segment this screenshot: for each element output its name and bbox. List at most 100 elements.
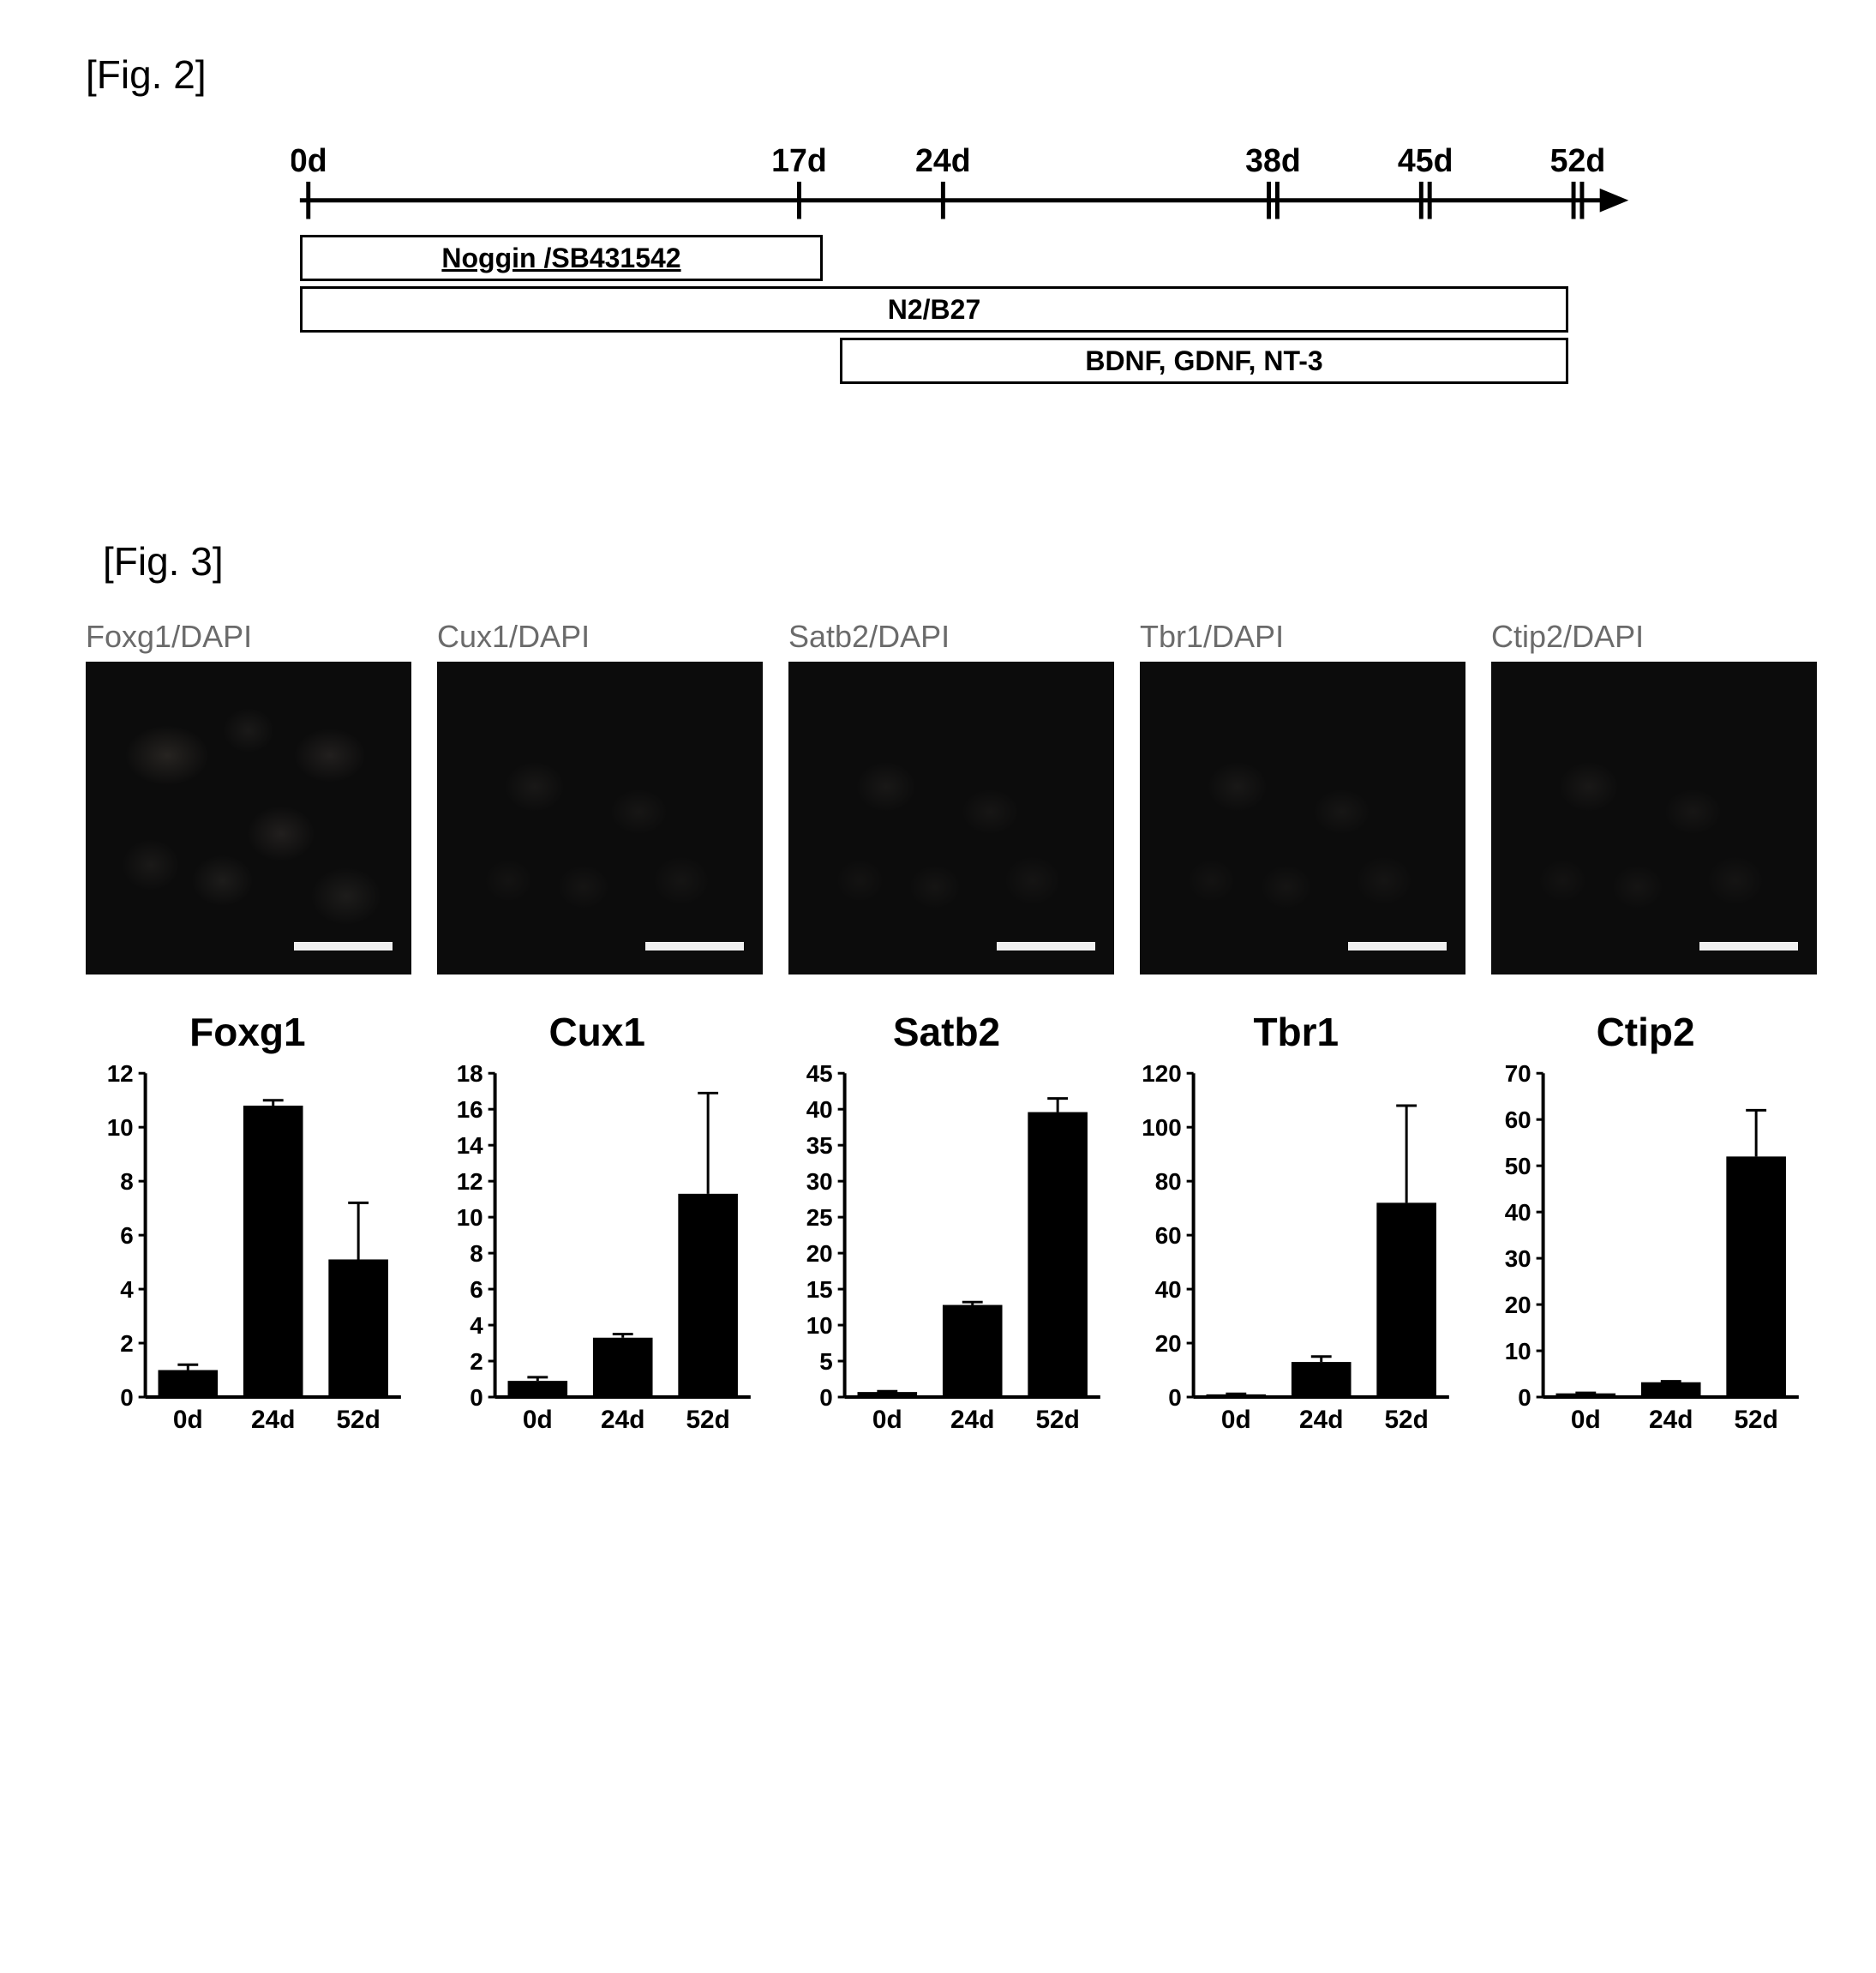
svg-text:38d: 38d xyxy=(1245,142,1301,178)
svg-text:40: 40 xyxy=(1505,1199,1531,1226)
svg-text:16: 16 xyxy=(457,1096,483,1123)
svg-text:5: 5 xyxy=(819,1348,832,1375)
bar xyxy=(678,1194,738,1397)
figure-3: [Fig. 3] Foxg1/DAPI Cux1/DAPI Satb2/DAPI Tb… xyxy=(86,538,1807,1441)
svg-text:30: 30 xyxy=(1505,1245,1531,1272)
svg-text:60: 60 xyxy=(1505,1106,1531,1133)
chart-svg: 0510152025303540450d24d52d xyxy=(785,1064,1109,1441)
svg-text:2: 2 xyxy=(120,1330,133,1357)
svg-text:50: 50 xyxy=(1505,1153,1531,1179)
svg-text:8: 8 xyxy=(470,1240,482,1267)
panel-caption: Cux1/DAPI xyxy=(437,619,763,655)
svg-text:0: 0 xyxy=(1518,1384,1531,1411)
panel-caption: Ctip2/DAPI xyxy=(1491,619,1817,655)
chart: Cux10246810121416180d24d52d xyxy=(435,1009,759,1441)
svg-text:0d: 0d xyxy=(173,1406,203,1434)
svg-text:45: 45 xyxy=(806,1064,832,1087)
svg-text:24d: 24d xyxy=(601,1406,644,1434)
svg-text:12: 12 xyxy=(457,1168,483,1195)
micrograph-panel: Tbr1/DAPI xyxy=(1140,619,1465,975)
micrograph-image xyxy=(86,662,411,975)
bar xyxy=(857,1392,917,1397)
svg-text:52d: 52d xyxy=(1550,142,1606,178)
marker-label: Ctip2 xyxy=(1491,619,1563,654)
figure-3-label: [Fig. 3] xyxy=(103,538,1807,585)
chart-title: Satb2 xyxy=(785,1009,1109,1055)
svg-text:45d: 45d xyxy=(1398,142,1453,178)
svg-text:20: 20 xyxy=(806,1240,832,1267)
timeline-bar-n2b27: N2/B27 xyxy=(300,286,1568,333)
svg-text:18: 18 xyxy=(457,1064,483,1087)
svg-text:30: 30 xyxy=(806,1168,832,1195)
bar xyxy=(1377,1202,1437,1397)
svg-text:10: 10 xyxy=(107,1114,134,1141)
svg-text:20: 20 xyxy=(1155,1330,1182,1357)
chart: Tbr10204060801001200d24d52d xyxy=(1134,1009,1458,1441)
micrograph-image xyxy=(788,662,1114,975)
dapi-label: DAPI xyxy=(518,619,590,654)
bar xyxy=(1028,1112,1088,1397)
svg-text:10: 10 xyxy=(1505,1338,1531,1364)
timeline-bar-bdnf: BDNF, GDNF, NT-3 xyxy=(840,338,1568,384)
scalebar xyxy=(997,942,1095,951)
svg-text:52d: 52d xyxy=(686,1406,729,1434)
timeline: 0d17d24d38d45d52d Noggin /SB431542 N2/B2… xyxy=(291,132,1645,384)
chart-svg: 0246810121416180d24d52d xyxy=(435,1064,759,1441)
svg-text:24d: 24d xyxy=(1299,1406,1343,1434)
svg-text:120: 120 xyxy=(1142,1064,1182,1087)
svg-text:15: 15 xyxy=(806,1276,832,1303)
micrograph-image xyxy=(1491,662,1817,975)
chart-svg: 0246810120d24d52d xyxy=(86,1064,410,1441)
timeline-axis: 0d17d24d38d45d52d xyxy=(291,132,1645,235)
dapi-label: DAPI xyxy=(180,619,252,654)
micrograph-image xyxy=(437,662,763,975)
micrograph-panel: Satb2/DAPI xyxy=(788,619,1114,975)
svg-text:0: 0 xyxy=(120,1384,133,1411)
chart-svg: 0204060801001200d24d52d xyxy=(1134,1064,1458,1441)
svg-text:0: 0 xyxy=(819,1384,832,1411)
svg-text:6: 6 xyxy=(470,1276,482,1303)
svg-text:0: 0 xyxy=(1169,1384,1182,1411)
scalebar xyxy=(645,942,744,951)
svg-text:10: 10 xyxy=(457,1204,483,1231)
svg-text:25: 25 xyxy=(806,1204,832,1231)
svg-text:2: 2 xyxy=(470,1348,482,1375)
svg-text:100: 100 xyxy=(1142,1114,1182,1141)
svg-text:70: 70 xyxy=(1505,1064,1531,1087)
bar xyxy=(243,1106,303,1397)
chart-title: Tbr1 xyxy=(1134,1009,1458,1055)
svg-text:20: 20 xyxy=(1505,1292,1531,1318)
svg-text:24d: 24d xyxy=(251,1406,295,1434)
bar xyxy=(507,1381,567,1397)
dapi-label: DAPI xyxy=(1572,619,1644,654)
scalebar xyxy=(294,942,393,951)
timeline-bar-noggin: Noggin /SB431542 xyxy=(300,235,823,281)
marker-label: Cux1 xyxy=(437,619,509,654)
panel-caption: Satb2/DAPI xyxy=(788,619,1114,655)
svg-text:52d: 52d xyxy=(1035,1406,1079,1434)
marker-label: Satb2 xyxy=(788,619,869,654)
panel-caption: Tbr1/DAPI xyxy=(1140,619,1465,655)
svg-text:40: 40 xyxy=(1155,1276,1182,1303)
svg-text:0: 0 xyxy=(470,1384,482,1411)
svg-text:60: 60 xyxy=(1155,1222,1182,1249)
micrograph-image xyxy=(1140,662,1465,975)
svg-text:24d: 24d xyxy=(1649,1406,1693,1434)
bar xyxy=(1641,1382,1701,1397)
chart-title: Cux1 xyxy=(435,1009,759,1055)
svg-text:8: 8 xyxy=(120,1168,133,1195)
chart: Satb20510152025303540450d24d52d xyxy=(785,1009,1109,1441)
chart-svg: 0102030405060700d24d52d xyxy=(1483,1064,1807,1441)
micrograph-panel: Cux1/DAPI xyxy=(437,619,763,975)
marker-label: Tbr1 xyxy=(1140,619,1203,654)
bar xyxy=(328,1259,388,1397)
svg-text:35: 35 xyxy=(806,1132,832,1159)
scalebar xyxy=(1699,942,1798,951)
svg-text:10: 10 xyxy=(806,1312,832,1339)
bar xyxy=(943,1305,1003,1397)
bar xyxy=(1292,1362,1352,1397)
svg-text:4: 4 xyxy=(120,1276,134,1303)
panel-caption: Foxg1/DAPI xyxy=(86,619,411,655)
svg-text:12: 12 xyxy=(107,1064,134,1087)
svg-text:4: 4 xyxy=(470,1312,483,1339)
